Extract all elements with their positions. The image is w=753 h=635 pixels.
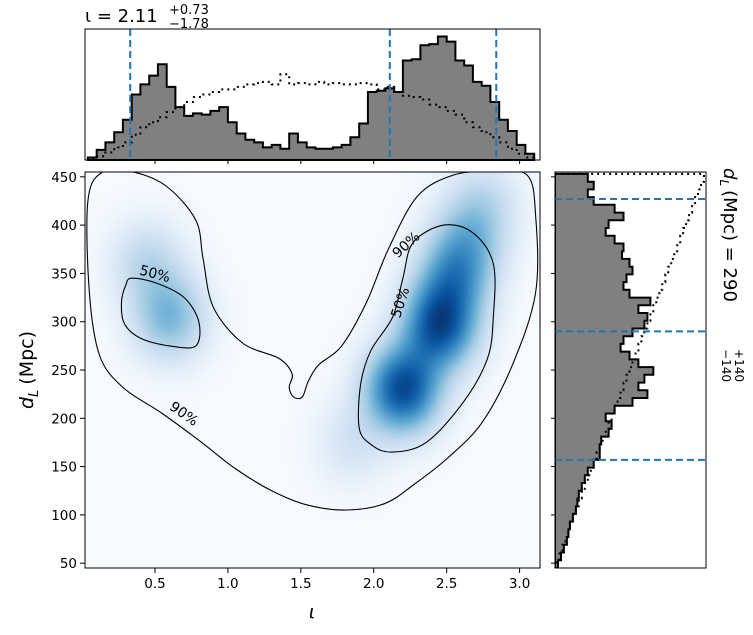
top-posterior-step [86,35,536,161]
y-tick-label: 200 [51,411,77,427]
right-title-d: d [719,168,740,180]
top-axis-ticks [154,160,521,164]
density-heatmap [85,172,540,568]
contour-50pct-1 [120,277,201,349]
right-title-sub: −140 [719,349,733,382]
right-histogram [555,172,655,568]
y-axis-title-sub: L [27,390,42,397]
top-title-main: ι = 2.11 [85,6,158,27]
x-axis-title: ι [309,601,315,623]
x-tick-label: 0.5 [144,576,165,592]
top-title-sub: −1.78 [169,17,209,32]
y-tick-label: 150 [51,460,77,476]
y-axis-title: dL (Mpc) [16,331,42,409]
y-tick-label: 250 [51,363,77,379]
contour-label-0: 50% [138,263,172,287]
right-title-sup: +140 [732,349,746,382]
y-axis-title-unit: (Mpc) [16,331,38,385]
top-title-sup: +0.73 [169,3,209,18]
right-quantile-lines [555,198,706,461]
y-axis-title-d: d [16,396,38,409]
y-tick-label: 300 [51,315,77,331]
top-panel-title: ι = 2.11 [85,6,158,27]
right-marginal-panel [551,171,707,569]
y-tick-label: 350 [51,266,77,282]
right-title-L: L [717,179,731,186]
right-prior-histogram [555,172,705,568]
contour-50pct-2 [357,224,496,453]
x-axis: 0.5 1.0 1.5 2.0 2.5 3.0 [144,568,530,592]
x-tick-label: 1.5 [290,576,311,592]
x-tick-label: 3.0 [509,576,530,592]
top-marginal-panel [84,28,541,164]
x-tick-label: 2.5 [436,576,457,592]
y-tick-label: 100 [51,508,77,524]
x-tick-label: 2.0 [363,576,384,592]
y-tick-label: 400 [51,218,77,234]
y-tick-label: 50 [60,556,77,572]
right-title-rest: (Mpc) = 290 [719,190,740,302]
contour-90pct-0 [86,172,539,511]
joint-panel: 50%90%90%50% 0.5 1.0 1.5 2.0 2.5 3.0 50100150… [16,170,541,623]
right-panel-title: dL (Mpc) = 290 [717,168,740,302]
top-panel-frame [84,28,541,161]
right-prior-step [555,172,705,568]
y-axis: 50 100 150 200 250 300 350 400 450 [51,170,85,572]
y-tick-label: 450 [51,170,77,186]
x-tick-label: 1.0 [217,576,238,592]
top-histogram [86,35,536,161]
right-posterior-step [555,172,655,568]
credible-contours [86,172,539,511]
right-axis-ticks [551,176,555,564]
